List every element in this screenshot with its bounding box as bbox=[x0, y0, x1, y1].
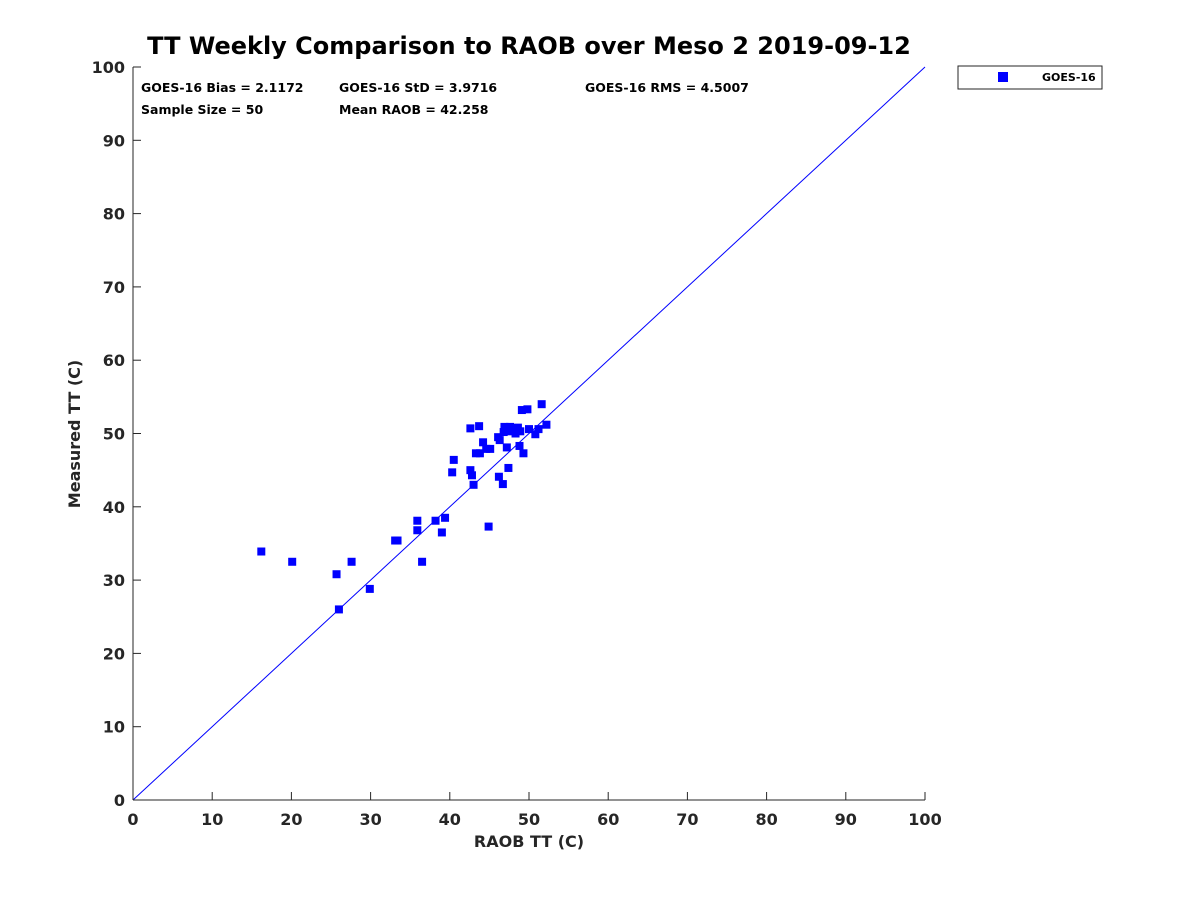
y-axis-ticks: 0 10 20 30 40 50 60 70 80 90 100 bbox=[92, 58, 141, 810]
y-tick-label: 50 bbox=[103, 425, 125, 444]
data-point bbox=[431, 516, 440, 525]
stat-rms: GOES-16 RMS = 4.5007 bbox=[585, 80, 749, 95]
data-point bbox=[516, 427, 525, 436]
data-point bbox=[519, 449, 528, 458]
data-point bbox=[499, 428, 508, 437]
y-tick-label: 0 bbox=[114, 791, 125, 810]
x-tick-label: 90 bbox=[835, 810, 857, 829]
legend-label-goes-16: GOES-16 bbox=[1042, 71, 1096, 84]
data-point bbox=[437, 528, 446, 537]
legend-marker-goes-16 bbox=[998, 72, 1008, 82]
data-point bbox=[475, 422, 484, 431]
data-point bbox=[257, 547, 266, 556]
y-tick-label: 70 bbox=[103, 278, 125, 297]
y-tick-label: 10 bbox=[103, 718, 125, 737]
data-point bbox=[502, 443, 511, 452]
data-point bbox=[466, 466, 475, 475]
x-tick-label: 50 bbox=[518, 810, 540, 829]
data-point bbox=[393, 536, 402, 545]
x-tick-label: 70 bbox=[676, 810, 698, 829]
y-tick-label: 80 bbox=[103, 205, 125, 224]
data-point bbox=[479, 438, 488, 447]
x-axis-label: RAOB TT (C) bbox=[474, 832, 584, 851]
data-point bbox=[498, 480, 507, 489]
stat-std: GOES-16 StD = 3.9716 bbox=[339, 80, 497, 95]
data-point bbox=[523, 405, 532, 414]
x-tick-label: 60 bbox=[597, 810, 619, 829]
reference-line-layer bbox=[132, 66, 926, 801]
x-tick-label: 100 bbox=[908, 810, 941, 829]
x-tick-label: 0 bbox=[127, 810, 138, 829]
data-point bbox=[542, 420, 551, 429]
data-point bbox=[504, 463, 513, 472]
data-point bbox=[515, 441, 524, 450]
legend: GOES-16 bbox=[957, 65, 1103, 90]
data-point bbox=[500, 422, 509, 431]
y-tick-label: 30 bbox=[103, 571, 125, 590]
x-tick-label: 40 bbox=[439, 810, 461, 829]
data-point bbox=[418, 557, 427, 566]
data-point bbox=[494, 472, 503, 481]
data-point bbox=[495, 436, 504, 445]
data-point bbox=[448, 468, 457, 477]
y-tick-label: 100 bbox=[92, 58, 125, 77]
data-point bbox=[413, 526, 422, 535]
y-axis-label: Measured TT (C) bbox=[65, 360, 84, 508]
chart-title: TT Weekly Comparison to RAOB over Meso 2… bbox=[147, 32, 911, 60]
legend-box bbox=[957, 65, 1103, 90]
x-tick-label: 30 bbox=[359, 810, 381, 829]
data-point bbox=[332, 570, 341, 579]
data-point bbox=[534, 425, 543, 434]
x-tick-label: 10 bbox=[201, 810, 223, 829]
data-point bbox=[288, 557, 297, 566]
data-point bbox=[484, 522, 493, 531]
y-tick-label: 90 bbox=[103, 131, 125, 150]
statistics-annotations: GOES-16 Bias = 2.1172 GOES-16 StD = 3.97… bbox=[141, 80, 749, 117]
x-tick-label: 80 bbox=[755, 810, 777, 829]
data-point bbox=[531, 430, 540, 439]
y-tick-label: 40 bbox=[103, 498, 125, 517]
data-point bbox=[486, 444, 495, 453]
data-point bbox=[466, 424, 475, 433]
data-points-layer bbox=[257, 400, 551, 614]
stat-sample-size: Sample Size = 50 bbox=[141, 102, 263, 117]
data-point bbox=[475, 449, 484, 458]
data-point bbox=[441, 513, 450, 522]
data-point bbox=[449, 455, 458, 464]
plot-area: 0 10 20 30 40 50 60 70 80 90 100 0 10 20 30 40 50 60 70 80… bbox=[92, 58, 942, 829]
y-tick-label: 20 bbox=[103, 644, 125, 663]
x-tick-label: 20 bbox=[280, 810, 302, 829]
data-point bbox=[365, 584, 374, 593]
stat-bias: GOES-16 Bias = 2.1172 bbox=[141, 80, 303, 95]
data-point bbox=[413, 516, 422, 525]
data-point bbox=[517, 406, 526, 415]
data-point bbox=[347, 557, 356, 566]
data-point bbox=[511, 429, 520, 438]
y-tick-label: 60 bbox=[103, 351, 125, 370]
data-point bbox=[467, 471, 476, 480]
data-point bbox=[469, 480, 478, 489]
x-axis-ticks: 0 10 20 30 40 50 60 70 80 90 100 bbox=[127, 792, 942, 829]
data-point bbox=[537, 400, 546, 409]
stat-mean-raob: Mean RAOB = 42.258 bbox=[339, 102, 488, 117]
data-point bbox=[525, 425, 533, 434]
data-point bbox=[334, 605, 343, 614]
one-to-one-line bbox=[132, 66, 926, 801]
